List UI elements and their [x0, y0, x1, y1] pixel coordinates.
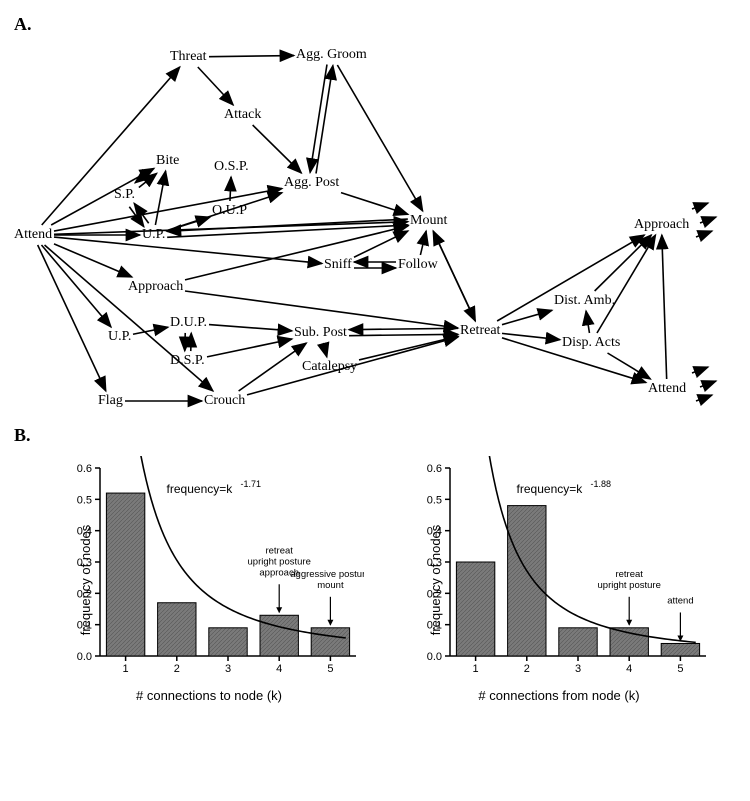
- svg-text:2: 2: [524, 663, 530, 675]
- svg-text:retreat: retreat: [615, 569, 643, 580]
- bar-3: [209, 628, 247, 656]
- panel-a-label: A.: [14, 14, 736, 35]
- svg-text:2: 2: [174, 663, 180, 675]
- ylabel: frequency of nodes: [78, 524, 93, 635]
- node-oup: O.U.P: [212, 203, 247, 219]
- bar-1: [106, 493, 144, 656]
- svg-text:5: 5: [327, 663, 333, 675]
- node-threat: Threat: [170, 49, 207, 65]
- node-agg_post: Agg. Post: [284, 175, 339, 191]
- svg-text:4: 4: [626, 663, 632, 675]
- node-attend: Attend: [14, 227, 52, 243]
- svg-text:-1.71: -1.71: [241, 479, 262, 489]
- node-up1: U.P.: [142, 227, 165, 243]
- svg-text:0.6: 0.6: [427, 463, 442, 475]
- node-bite: Bite: [156, 153, 179, 169]
- node-flag: Flag: [98, 393, 123, 409]
- node-agg_groom: Agg. Groom: [296, 47, 367, 63]
- panel-b-label: B.: [14, 425, 736, 446]
- bar-5: [311, 628, 349, 656]
- chart-1: 0.00.10.20.30.40.50.612345frequency=k-1.…: [404, 456, 714, 703]
- svg-text:3: 3: [575, 663, 581, 675]
- node-osp: O.S.P.: [214, 159, 249, 175]
- node-approach2: Approach: [634, 217, 689, 233]
- chart-0: 0.00.10.20.30.40.50.612345frequency=k-1.…: [54, 456, 364, 703]
- node-up2: U.P.: [108, 329, 131, 345]
- xlabel: # connections to node (k): [54, 688, 364, 703]
- bar-4: [610, 628, 648, 656]
- node-approach: Approach: [128, 279, 183, 295]
- svg-text:0.6: 0.6: [77, 463, 92, 475]
- node-dup: D.U.P.: [170, 315, 207, 331]
- node-follow: Follow: [398, 257, 438, 273]
- svg-text:upright posture: upright posture: [248, 556, 311, 567]
- panel-a: A. Attend Threat Agg. Groom Attack Bite S.P. U…: [14, 14, 736, 415]
- network-edges: [14, 35, 736, 415]
- svg-text:4: 4: [276, 663, 282, 675]
- svg-text:0.5: 0.5: [77, 494, 92, 506]
- node-sub_post: Sub. Post: [294, 325, 347, 341]
- svg-text:1: 1: [473, 663, 479, 675]
- svg-text:0.5: 0.5: [427, 494, 442, 506]
- node-attend2: Attend: [648, 381, 686, 397]
- node-mount: Mount: [410, 213, 447, 229]
- charts-row: 0.00.10.20.30.40.50.612345frequency=k-1.…: [54, 456, 736, 703]
- node-sp: S.P.: [114, 187, 135, 203]
- svg-text:aggressive posture: aggressive posture: [290, 569, 364, 580]
- ylabel: frequency of nodes: [428, 524, 443, 635]
- bar-5: [661, 643, 699, 656]
- svg-text:0.0: 0.0: [427, 651, 442, 663]
- svg-text:upright posture: upright posture: [598, 580, 661, 591]
- xlabel: # connections from node (k): [404, 688, 714, 703]
- bar-3: [559, 628, 597, 656]
- svg-text:0.0: 0.0: [77, 651, 92, 663]
- node-dist_amb: Dist. Amb.: [554, 293, 615, 309]
- svg-text:1: 1: [123, 663, 129, 675]
- panel-b: B. 0.00.10.20.30.40.50.612345frequency=k…: [14, 425, 736, 703]
- svg-text:attend: attend: [667, 595, 693, 606]
- node-dsp: D.S.P.: [170, 353, 205, 369]
- node-crouch: Crouch: [204, 393, 245, 409]
- svg-text:frequency=k: frequency=k: [517, 482, 584, 496]
- bar-2: [158, 603, 196, 656]
- bar-4: [260, 615, 298, 656]
- svg-text:3: 3: [225, 663, 231, 675]
- svg-text:frequency=k: frequency=k: [167, 482, 234, 496]
- bar-1: [456, 562, 494, 656]
- svg-text:5: 5: [677, 663, 683, 675]
- node-retreat: Retreat: [460, 323, 500, 339]
- svg-text:mount: mount: [317, 580, 344, 591]
- bar-2: [508, 506, 546, 656]
- network-diagram: Attend Threat Agg. Groom Attack Bite S.P. U.P.…: [14, 35, 736, 415]
- node-catalepsy: Catalepsy: [302, 359, 357, 375]
- node-attack: Attack: [224, 107, 261, 123]
- svg-text:retreat: retreat: [265, 545, 293, 556]
- svg-text:-1.88: -1.88: [591, 479, 612, 489]
- node-disp_acts: Disp. Acts: [562, 335, 620, 351]
- node-sniff: Sniff: [324, 257, 352, 273]
